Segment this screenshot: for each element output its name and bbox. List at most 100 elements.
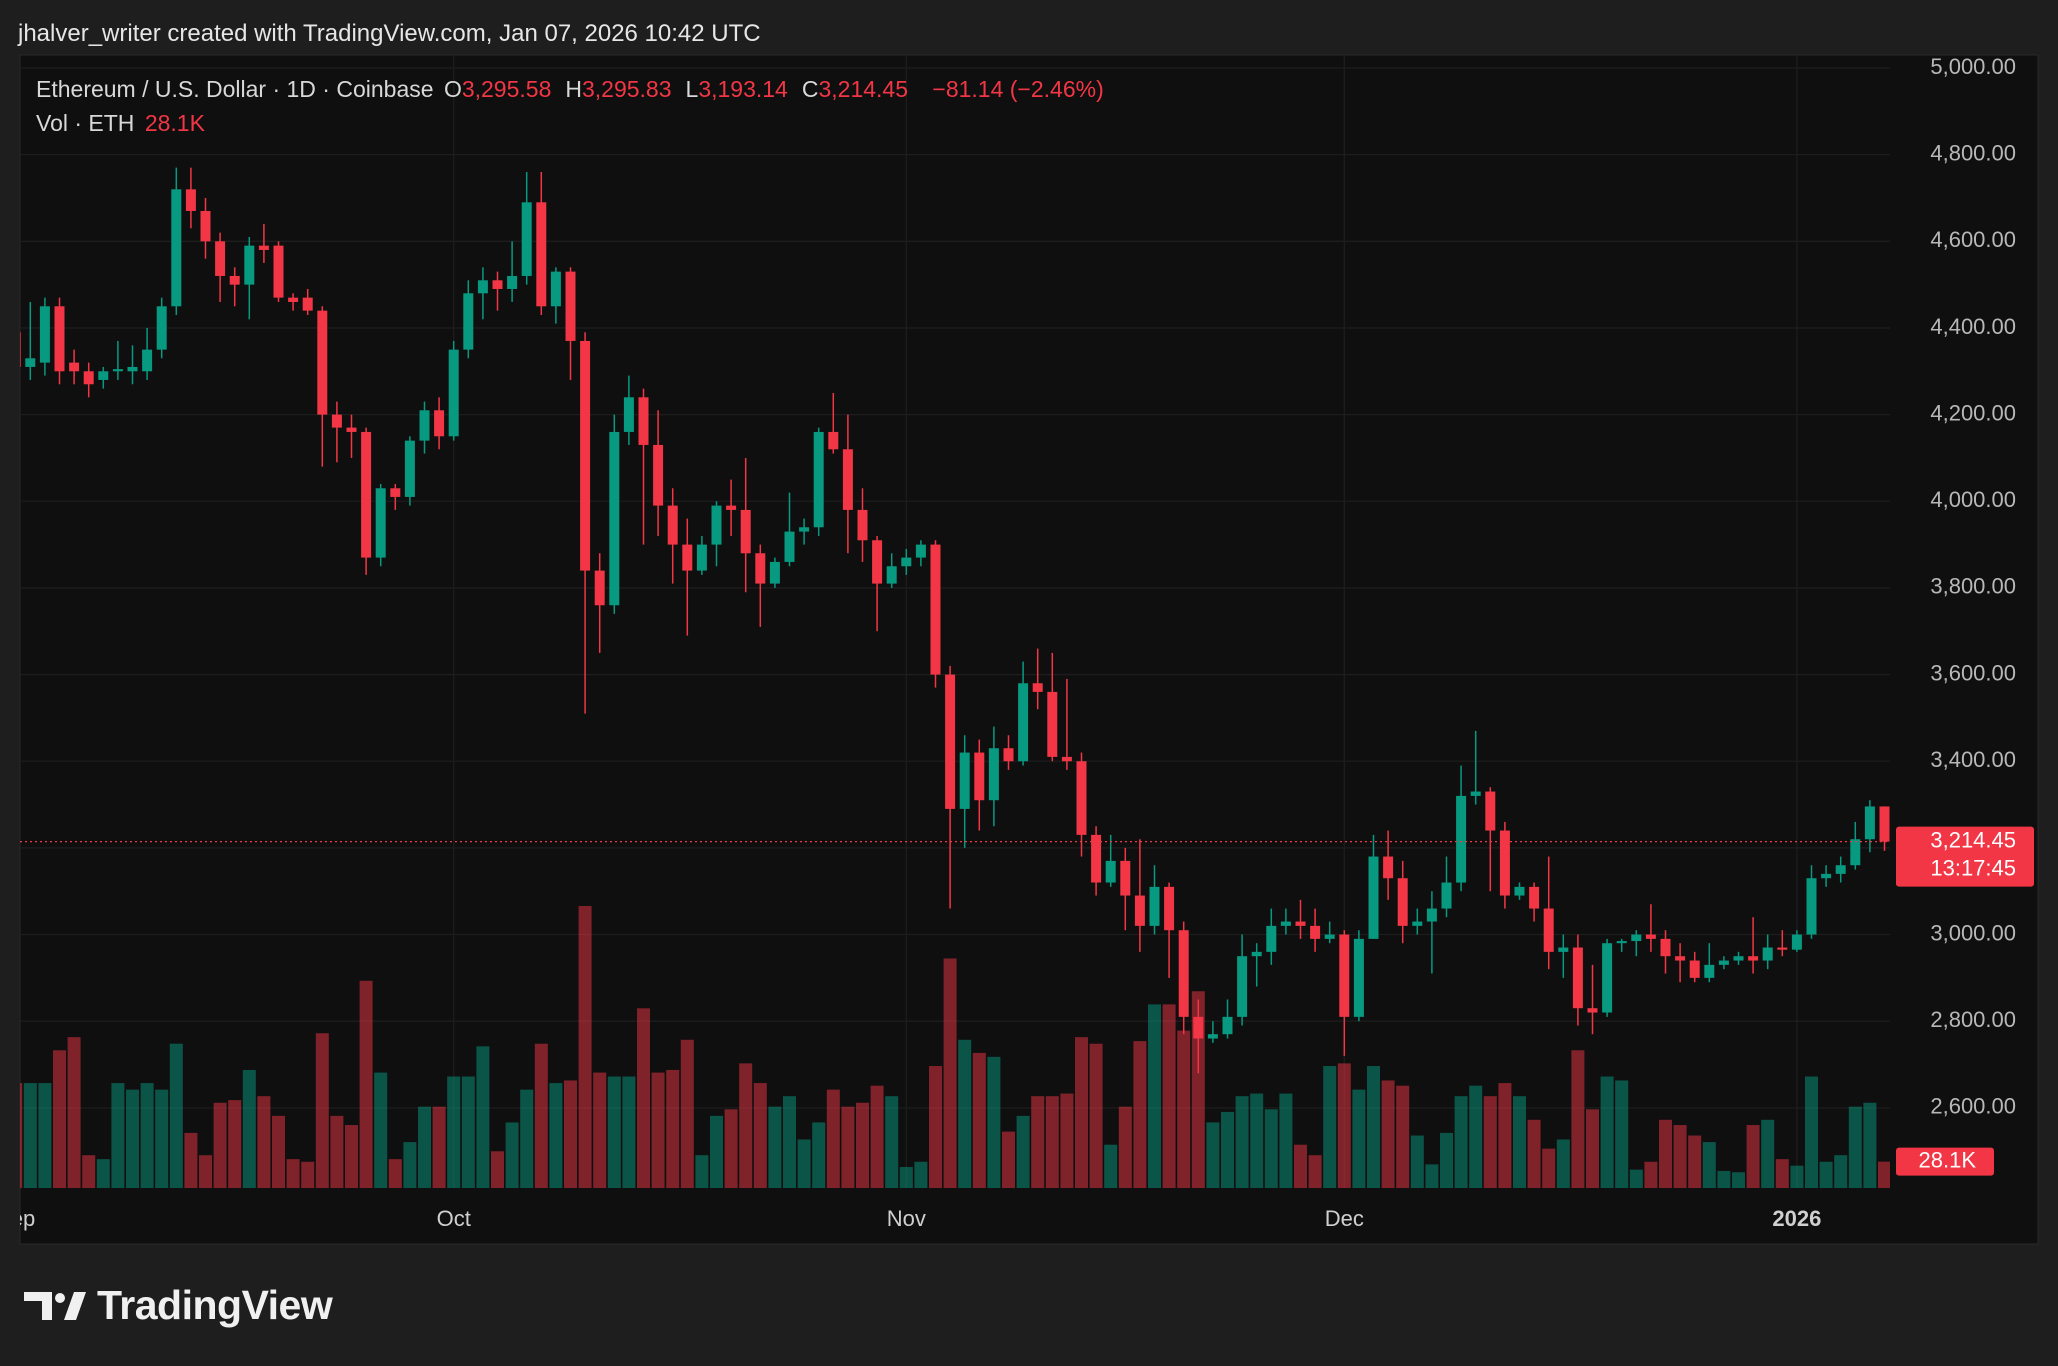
candle-body <box>988 748 999 801</box>
volume-bar <box>1615 1080 1629 1188</box>
x-tick-label: Oct <box>437 1206 471 1231</box>
volume-bar <box>1863 1102 1877 1188</box>
volume-bar <box>140 1083 154 1188</box>
countdown: 13:17:45 <box>1930 855 2016 880</box>
candle-body <box>1587 1008 1598 1013</box>
volume-bar <box>797 1139 811 1188</box>
y-tick-label: 4,200.00 <box>1930 400 2016 425</box>
candle-body <box>1353 938 1364 1017</box>
candle-body <box>200 210 211 242</box>
candle-body <box>667 505 678 545</box>
candle-body <box>1762 947 1773 961</box>
volume-bar <box>1571 1050 1585 1188</box>
ohlc-value: 3,295.83 <box>581 76 672 102</box>
volume-bar <box>856 1102 869 1188</box>
candle-body <box>171 189 182 307</box>
volume-bar <box>1235 1096 1249 1188</box>
price-axis: 2,600.002,800.003,000.003,200.003,400.00… <box>1896 54 2034 1176</box>
logo-icon <box>24 1292 86 1320</box>
candle-body <box>857 509 868 541</box>
y-tick-label: 2,800.00 <box>1930 1007 2016 1032</box>
candle-body <box>1499 830 1510 896</box>
candle-body <box>1178 930 1189 1017</box>
volume-bar <box>1629 1169 1643 1188</box>
candle-body <box>1485 791 1496 831</box>
x-tick-label: Dec <box>1325 1206 1364 1231</box>
candle-body <box>1733 956 1744 961</box>
volume-bar <box>1542 1148 1556 1188</box>
ohlc-legend: O3,295.58 H3,295.83 L3,193.14 C3,214.45 <box>444 76 922 102</box>
candle-body <box>521 202 532 276</box>
last-price-tag <box>1896 826 2034 887</box>
volume-bar <box>1469 1085 1483 1188</box>
volume-bar <box>680 1039 694 1188</box>
volume-bar <box>199 1155 212 1188</box>
volume-bar <box>403 1142 417 1188</box>
candle-body <box>1237 956 1248 1017</box>
candle-body <box>25 358 36 367</box>
volume-bar <box>1819 1161 1833 1188</box>
candle-body <box>1164 886 1175 931</box>
candle-body <box>1456 795 1467 883</box>
volume-bar <box>899 1167 913 1188</box>
candle-body <box>1383 856 1394 879</box>
volume-bar <box>1746 1125 1760 1188</box>
volume-tag-label: 28.1K <box>1919 1147 1977 1172</box>
candle-body <box>901 557 912 567</box>
volume-bar <box>286 1159 300 1188</box>
volume-bar <box>578 906 592 1188</box>
volume-bar <box>505 1122 519 1188</box>
x-tick-label: Nov <box>887 1206 926 1231</box>
candle-body <box>1266 925 1277 952</box>
volume-bar <box>96 1159 110 1188</box>
volume-bar <box>1688 1135 1702 1188</box>
attribution: jhalver_writer created with TradingView.… <box>18 20 761 47</box>
volume-bar <box>1177 1030 1191 1188</box>
candle-body <box>20 332 21 367</box>
volume-bar <box>23 1083 37 1188</box>
candle-body <box>609 431 620 606</box>
candle-body <box>229 275 240 285</box>
volume-bar <box>301 1161 315 1188</box>
plot: Sep Oct Nov Dec 2026 <box>0 167 1890 1231</box>
volume-bar <box>1878 1161 1890 1188</box>
volume-bar <box>666 1069 680 1188</box>
volume-bar <box>1045 1096 1059 1188</box>
candle-body <box>1310 925 1321 939</box>
candle-body <box>1529 886 1540 909</box>
candle-body <box>331 414 342 428</box>
candle-body <box>98 371 109 380</box>
candle-body <box>156 306 167 350</box>
volume-bar <box>213 1102 227 1188</box>
candle-body <box>83 371 94 385</box>
volume-bar <box>1337 1063 1351 1188</box>
volume-bar <box>155 1089 169 1188</box>
volume-bar <box>388 1159 402 1188</box>
volume-bar <box>1279 1093 1293 1188</box>
candle-body <box>317 310 328 415</box>
candle-body <box>477 280 488 294</box>
candle-body <box>1689 960 1700 978</box>
candle-body <box>1368 856 1379 939</box>
ohlc-value: 3,214.45 <box>818 76 908 102</box>
candle-body <box>536 202 547 307</box>
candle-body <box>1675 956 1686 961</box>
volume-bar <box>345 1125 358 1188</box>
volume-bar <box>82 1155 96 1188</box>
candle-body <box>886 566 897 584</box>
volume-bar <box>1308 1155 1322 1188</box>
candle-body <box>580 340 591 571</box>
volume-bar <box>1148 1004 1161 1188</box>
volume-bar <box>943 958 957 1188</box>
volume-bar <box>549 1083 563 1188</box>
candle-body <box>1061 756 1072 762</box>
volume-bar <box>695 1155 709 1188</box>
x-tick-label: Sep <box>0 1206 35 1231</box>
volume-bar <box>476 1046 490 1188</box>
candle-body <box>1660 938 1671 957</box>
candle-body <box>1645 934 1656 939</box>
volume-bar <box>710 1115 723 1188</box>
symbol-title: Ethereum / U.S. Dollar · 1D · Coinbase <box>36 76 434 102</box>
